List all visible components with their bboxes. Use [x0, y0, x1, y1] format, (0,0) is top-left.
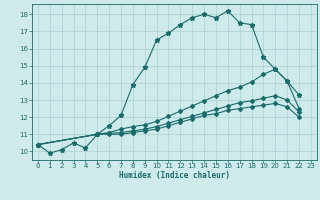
X-axis label: Humidex (Indice chaleur): Humidex (Indice chaleur) [119, 171, 230, 180]
